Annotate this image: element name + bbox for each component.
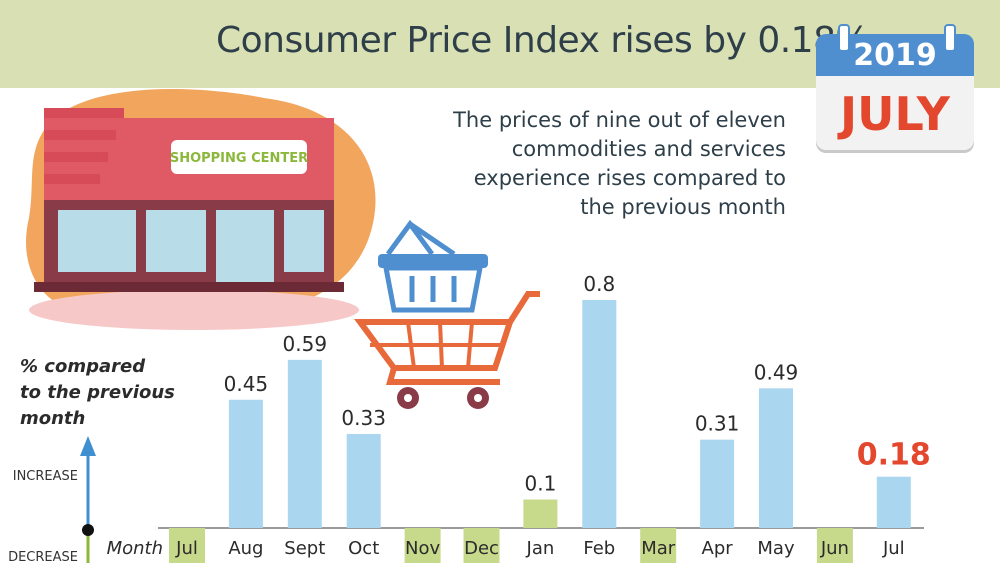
month-tick-label: Jun	[820, 538, 849, 559]
cart-frame	[386, 367, 500, 385]
month-highlight	[640, 528, 677, 563]
shopping-center-illustration: SHOPPING CENTER	[26, 89, 376, 330]
month-tick-label: Feb	[583, 538, 615, 559]
description-line: experience rises compared to	[473, 166, 786, 190]
bar	[523, 499, 558, 528]
bar	[228, 399, 263, 528]
calendar-month: JULY	[816, 76, 974, 150]
month-tick-label: Mar	[641, 538, 676, 559]
y-axis-label: % compared to the previous month	[20, 354, 175, 432]
basket-handle	[385, 219, 435, 256]
month-tick-label: Aug	[228, 538, 263, 559]
bar-value-label: 0.8	[583, 272, 615, 296]
increase-arrow-icon	[80, 436, 96, 456]
month-tick-label: Apr	[702, 538, 734, 559]
month-tick-label: Jan	[526, 538, 555, 559]
bar	[287, 359, 322, 528]
store-awning-stripe	[44, 174, 100, 184]
bar-value-label: 0.49	[754, 360, 799, 384]
bar-value-label: 0.59	[283, 332, 328, 356]
store-base	[34, 282, 344, 292]
x-axis-label: Month	[107, 538, 163, 559]
bar	[700, 439, 735, 528]
y-axis-label-line: to the previous	[20, 382, 175, 403]
bar-value-label: 0.45	[224, 372, 269, 396]
axis-origin-dot	[82, 524, 94, 536]
store-shadow	[29, 290, 359, 330]
cart-body	[354, 319, 515, 371]
store-sign-board	[171, 140, 307, 174]
bar	[346, 433, 381, 528]
shopping-cart-icon	[354, 219, 540, 409]
calendar-ring-icon	[944, 24, 956, 52]
bar	[582, 300, 617, 528]
bar	[759, 388, 793, 528]
month-highlight	[169, 528, 205, 563]
increase-label: INCREASE	[13, 469, 78, 484]
month-tick-label: Sept	[284, 538, 325, 559]
decrease-label: DECREASE	[8, 550, 78, 563]
month-tick-label: Jul	[882, 538, 905, 559]
cart-handle	[507, 291, 540, 324]
store-window	[58, 210, 136, 272]
month-highlight	[463, 528, 500, 563]
page-title: Consumer Price Index rises by 0.18%	[216, 20, 870, 61]
y-axis-label-line: % compared	[20, 356, 146, 377]
store-awning-stripe	[44, 130, 116, 140]
y-axis-label-line: month	[20, 408, 86, 429]
month-tick-label: May	[757, 538, 795, 559]
basket-rim	[378, 254, 488, 268]
description-line: commodities and services	[511, 137, 786, 161]
bar-value-label: 0.31	[695, 412, 740, 436]
store-window	[284, 210, 324, 272]
month-highlight	[816, 528, 853, 563]
description-line: The prices of nine out of eleven	[453, 108, 786, 132]
store-awning-stripe	[44, 108, 124, 118]
store-door	[216, 210, 274, 282]
description: The prices of nine out of eleven commodi…	[400, 106, 786, 222]
month-tick-label: Oct	[348, 538, 379, 559]
calendar-icon: 2019 JULY	[816, 24, 974, 154]
bars-group: Jul 0.45 Aug 0.59 Sept 0.33 Oct Nov Dec 0.1 Jan 0.8…	[169, 272, 931, 563]
description-line: the previous month	[580, 195, 786, 219]
bar-value-label: 0.18	[857, 438, 931, 473]
month-tick-label: Nov	[405, 538, 440, 559]
store-awning-stripe	[44, 152, 108, 162]
store-window	[146, 210, 206, 272]
bar-value-label: 0.1	[524, 472, 556, 496]
bar	[876, 476, 911, 528]
month-tick-label: Jul	[175, 538, 198, 559]
month-highlight	[404, 528, 441, 563]
store-sign-text: SHOPPING CENTER	[170, 151, 308, 166]
bar-value-label: 0.33	[341, 406, 386, 430]
calendar-ring-icon	[838, 24, 850, 52]
month-tick-label: Dec	[464, 538, 499, 559]
